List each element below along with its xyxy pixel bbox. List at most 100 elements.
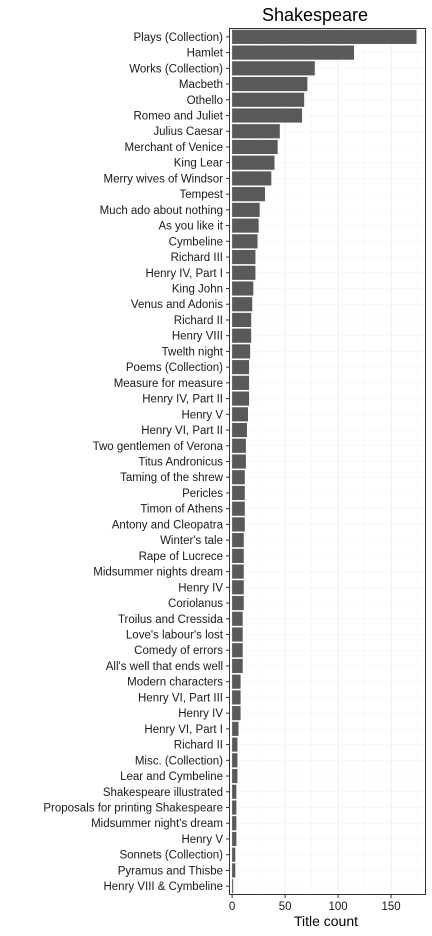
category-label: Comedy of errors (134, 645, 223, 657)
category-label: Shakespeare illustrated (103, 787, 223, 799)
bar (232, 753, 238, 768)
bar (232, 391, 250, 406)
category-label: Plays (Collection) (134, 32, 224, 44)
category-label: All's well that ends well (106, 661, 223, 673)
category-label: Tempest (180, 189, 224, 201)
category-label: Proposals for printing Shakespeare (43, 803, 223, 815)
category-label: Henry VI, Part II (141, 425, 223, 437)
category-label: Two gentlemen of Verona (93, 441, 224, 453)
bar (232, 784, 237, 799)
bar (232, 611, 243, 626)
bar (232, 312, 252, 328)
bar (232, 501, 245, 516)
category-label: Henry IV, Part II (142, 394, 223, 406)
category-label: Henry VI, Part III (138, 692, 223, 704)
bar (232, 265, 256, 280)
bar (232, 61, 315, 76)
x-axis-ticks: 0 50 100 150 (229, 894, 401, 913)
bar (232, 297, 253, 312)
category-label: Winter's tale (160, 535, 223, 547)
category-label: Sonnets (Collection) (119, 850, 223, 862)
category-label: Henry IV (178, 708, 223, 720)
bar (232, 706, 241, 721)
bar (232, 108, 303, 123)
category-label: Henry V (181, 834, 223, 846)
bar (232, 643, 243, 658)
bar (232, 690, 241, 705)
category-label: Richard III (171, 252, 223, 264)
bar (232, 879, 234, 894)
bar (232, 564, 244, 579)
bar (232, 76, 308, 92)
category-label: Julius Caesar (153, 126, 223, 138)
bar (232, 595, 244, 611)
category-label: Richard II (174, 740, 223, 752)
category-label: Merry wives of Windsor (104, 173, 224, 185)
category-label: Love's labour's lost (126, 630, 224, 642)
category-label: Henry V (181, 409, 223, 421)
bar (232, 533, 244, 548)
x-tick-label: 50 (279, 901, 292, 913)
category-label: Midsummer night's dream (91, 818, 223, 830)
category-label: Titus Andronicus (138, 457, 223, 469)
x-tick-label: 0 (229, 901, 235, 913)
bar (232, 721, 239, 736)
bar (232, 281, 254, 296)
bar (232, 155, 275, 170)
category-label: Lear and Cymbeline (120, 771, 223, 783)
x-tick-label: 150 (381, 901, 400, 913)
category-label: King Lear (174, 158, 223, 170)
bar (232, 360, 250, 375)
bar (232, 658, 243, 674)
bar (232, 328, 252, 343)
category-label: Macbeth (179, 79, 223, 91)
category-label: Twelth night (162, 346, 224, 358)
category-label: Works (Collection) (129, 63, 223, 75)
category-labels: Plays (Collection) Hamlet Works (Collectio… (43, 32, 230, 893)
bar (232, 45, 354, 60)
bar (232, 92, 305, 107)
bar (232, 548, 244, 563)
category-label: Measure for measure (114, 378, 223, 390)
category-label: As you like it (158, 221, 223, 233)
category-label: Timon of Athens (140, 504, 223, 516)
category-label: Pericles (182, 488, 223, 500)
bar (232, 674, 241, 689)
category-label: Much ado about nothing (100, 205, 223, 217)
bar (232, 375, 250, 390)
category-label: Modern characters (127, 677, 223, 689)
bar (232, 171, 272, 186)
category-label: Henry IV (178, 582, 223, 594)
category-label: Antony and Cleopatra (112, 519, 224, 531)
bar (232, 470, 245, 485)
bar (232, 124, 280, 139)
bar (232, 422, 247, 438)
category-label: Pyramus and Thisbe (118, 865, 223, 877)
bar (232, 863, 236, 878)
bar (232, 737, 238, 752)
category-label: Midsummer nights dream (93, 567, 223, 579)
category-label: Henry IV, Part I (145, 268, 223, 280)
x-tick-label: 100 (329, 901, 348, 913)
category-label: Cymbeline (169, 236, 223, 248)
bars-layer (232, 29, 417, 894)
bar (232, 234, 258, 249)
bar (232, 407, 249, 422)
chart-title: Shakespeare (262, 5, 368, 25)
bar (232, 580, 244, 595)
bar (232, 485, 245, 501)
category-label: Henry VIII & Cymbeline (103, 881, 223, 893)
category-label: Othello (187, 95, 223, 107)
category-label: Henry VI, Part I (144, 724, 223, 736)
x-axis-title: Title count (294, 913, 358, 929)
category-label: Venus and Adonis (131, 299, 223, 311)
category-label: Coriolanus (168, 598, 223, 610)
bar (232, 627, 243, 642)
category-label: Richard II (174, 315, 223, 327)
bar (232, 768, 238, 784)
bar (232, 517, 245, 532)
category-label: Rape of Lucrece (139, 551, 223, 563)
category-label: Troilus and Cressida (118, 614, 224, 626)
bar (232, 202, 260, 217)
